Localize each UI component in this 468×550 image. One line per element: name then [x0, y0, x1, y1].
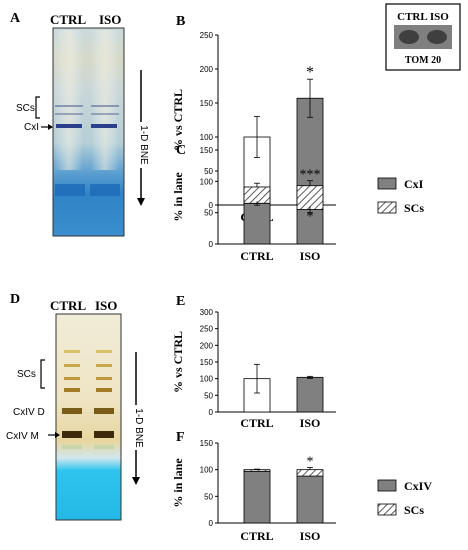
panel-d-cxiv-d-band-ctrl: [62, 408, 82, 414]
legend-swatch-scs: [377, 503, 397, 516]
y-tick-label: 250: [200, 325, 214, 334]
y-tick-label: 100: [200, 133, 214, 142]
panel-a-bne-label: 1-D BNE: [138, 125, 149, 165]
y-tick-label: 250: [200, 31, 214, 40]
y-axis-label: % in lane: [171, 458, 185, 508]
y-tick-label: 100: [200, 466, 214, 475]
panel-d-cxiv-d-band-iso: [94, 408, 114, 414]
legend-label: SCs: [404, 503, 424, 517]
tom20-label: TOM 20: [405, 55, 441, 66]
y-axis-label: % in lane: [171, 172, 185, 222]
y-tick-label: 300: [200, 308, 214, 317]
panel-a-lane-ctrl: CTRL: [50, 12, 86, 27]
bar-segment-scs: [296, 469, 324, 477]
legend-label: SCs: [404, 201, 424, 215]
bar-segment-cxi: [243, 202, 271, 245]
x-tick-label: ISO: [300, 249, 321, 263]
y-tick-label: 150: [200, 439, 214, 448]
y-tick-label: 200: [200, 341, 214, 350]
panel-d-lane-iso: ISO: [95, 298, 117, 313]
tom20-header: CTRL ISO: [397, 11, 449, 23]
panel-d-letter: D: [10, 292, 20, 307]
y-tick-label: 100: [200, 375, 214, 384]
panel-d-label-cxiv-m: CxIV M: [6, 431, 39, 442]
panel-a-scs-bracket: [35, 96, 40, 119]
bar-segment-scs: [296, 185, 324, 210]
y-tick-label: 50: [204, 209, 213, 218]
legend-swatch-scs: [377, 201, 397, 214]
x-tick-label: ISO: [300, 529, 321, 543]
panel-d-label-cxiv-d: CxIV D: [13, 407, 45, 418]
panel-d-bne-arrow: [132, 352, 140, 485]
panel-a-cxi-arrow: [41, 124, 53, 130]
y-tick-label: 50: [204, 391, 213, 400]
panel-d-cxiv-m-band-iso: [94, 431, 114, 438]
x-tick-label: CTRL: [240, 249, 273, 263]
panel-b-letter: B: [176, 14, 185, 29]
panel-d-scs-bracket: [40, 359, 45, 389]
panel-d-label-scs: SCs: [17, 369, 36, 380]
y-tick-label: 50: [204, 492, 213, 501]
bar-segment-scs: [243, 469, 271, 472]
panel-d-cxiv-m-arrow: [48, 432, 60, 438]
x-tick-label: CTRL: [240, 416, 273, 430]
bar-segment-cxiv: [243, 470, 271, 524]
legend-swatch-cxiv: [377, 479, 397, 492]
panel-d-gel: [55, 313, 122, 521]
panel-c-letter: C: [176, 143, 186, 158]
y-tick-label: 50: [204, 167, 213, 176]
significance-marker: *: [307, 455, 314, 470]
significance-marker: *: [307, 210, 314, 225]
legend-label: CxIV: [404, 479, 432, 493]
y-axis-label: % vs CTRL: [171, 89, 185, 151]
panel-a-lane-iso: ISO: [99, 12, 121, 27]
panel-a-cxi-band-ctrl: [56, 124, 82, 128]
y-tick-label: 0: [209, 201, 214, 210]
y-tick-label: 0: [209, 519, 214, 528]
panel-a-gel: [52, 27, 125, 237]
y-tick-label: 150: [200, 358, 214, 367]
legend-label: CxI: [404, 177, 424, 191]
panel-a-bne-arrow: [137, 70, 145, 206]
x-tick-label: CTRL: [240, 529, 273, 543]
y-tick-label: 0: [209, 408, 214, 417]
bar-segment-cxiv: [296, 475, 324, 524]
bar: [296, 376, 324, 413]
significance-marker: ***: [300, 168, 321, 183]
panel-a-letter: A: [10, 11, 21, 26]
legend-swatch-cxi: [377, 177, 397, 190]
significance-marker: *: [306, 64, 314, 81]
y-axis-label: % vs CTRL: [171, 331, 185, 393]
panel-a-label-scs: SCs: [16, 103, 35, 114]
panel-d-bne-label: 1-D BNE: [133, 408, 144, 448]
y-tick-label: 150: [200, 99, 214, 108]
chart-e: E 0 50 100 150 200 250 300 % vs CTRL CTRL ISO: [171, 294, 336, 430]
bar-segment-scs: [243, 186, 271, 204]
y-tick-label: 150: [200, 146, 214, 155]
panel-f-letter: F: [176, 430, 185, 445]
y-tick-label: 100: [200, 177, 214, 186]
panel-d-cxiv-m-band-ctrl: [62, 431, 82, 438]
panel-a-cxi-band-iso: [91, 124, 117, 128]
x-tick-label: ISO: [300, 416, 321, 430]
chart-f: F 0 50 100 150 % in lane CTRL ISO * CxIV SCs: [171, 430, 432, 543]
y-tick-label: 200: [200, 65, 214, 74]
panel-d-lane-ctrl: CTRL: [50, 298, 86, 313]
bar-segment-cxi: [296, 209, 324, 245]
panel-a-label-cxi: CxI: [24, 122, 39, 133]
tom20-inset: [385, 3, 461, 71]
y-tick-label: 0: [209, 240, 214, 249]
panel-e-letter: E: [176, 294, 185, 309]
